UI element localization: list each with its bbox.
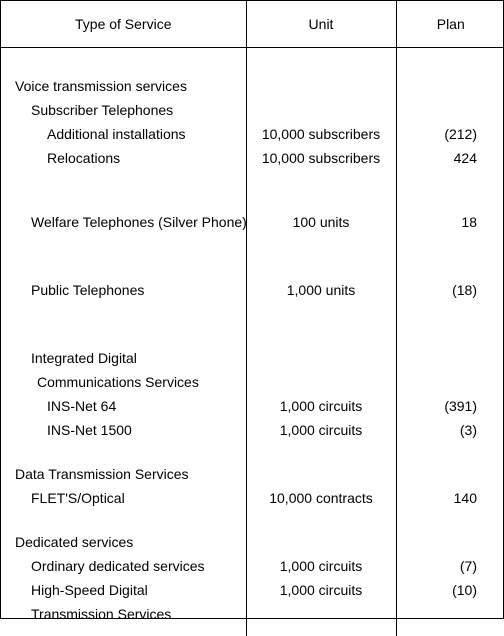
unit-additional-installations: 10,000 subscribers (257, 122, 386, 146)
label-relocations: Relocations (11, 146, 236, 170)
header-unit: Unit (246, 1, 396, 48)
plan-relocations: 424 (407, 146, 496, 170)
plan-public: (18) (407, 278, 496, 302)
label-welfare: Welfare Telephones (Silver Phone) (11, 210, 236, 234)
label-idc-1: Integrated Digital (11, 346, 236, 370)
cell-type-of-service: Voice transmission services Subscriber T… (1, 48, 246, 636)
data-header: Data Transmission Services (11, 462, 236, 486)
label-flets: FLET'S/Optical (11, 486, 236, 510)
label-ordinary: Ordinary dedicated services (11, 554, 236, 578)
plan-additional-installations: (212) (407, 122, 496, 146)
label-idc-2: Communications Services (11, 370, 236, 394)
voice-header: Voice transmission services (11, 74, 236, 98)
unit-relocations: 10,000 subscribers (257, 146, 386, 170)
unit-public: 1,000 units (257, 278, 386, 302)
header-plan: Plan (396, 1, 504, 48)
plan-ins1500: (3) (407, 418, 496, 442)
label-ins64: INS-Net 64 (11, 394, 236, 418)
subscriber-header: Subscriber Telephones (11, 98, 236, 122)
unit-ordinary: 1,000 circuits (257, 554, 386, 578)
plan-flets: 140 (407, 486, 496, 510)
cell-plan: (212) 424 18 (18) (391) (3) 140 (396, 48, 504, 636)
dedicated-header: Dedicated services (11, 530, 236, 554)
plan-ins64: (391) (407, 394, 496, 418)
unit-ins1500: 1,000 circuits (257, 418, 386, 442)
unit-flets: 10,000 contracts (257, 486, 386, 510)
unit-ins64: 1,000 circuits (257, 394, 386, 418)
unit-welfare: 100 units (257, 210, 386, 234)
label-public: Public Telephones (11, 278, 236, 302)
table: Type of Service Unit Plan Voice transmis… (1, 1, 504, 636)
plan-hsdt: (10) (407, 578, 496, 602)
label-hsdt-2: Transmission Services (11, 602, 236, 626)
service-plan-table: Type of Service Unit Plan Voice transmis… (0, 0, 504, 619)
unit-hsdt: 1,000 circuits (257, 578, 386, 602)
cell-unit: 10,000 subscribers 10,000 subscribers 10… (246, 48, 396, 636)
plan-ordinary: (7) (407, 554, 496, 578)
label-hsdt-1: High-Speed Digital (11, 578, 236, 602)
header-row: Type of Service Unit Plan (1, 1, 504, 48)
label-ins1500: INS-Net 1500 (11, 418, 236, 442)
plan-welfare: 18 (407, 210, 496, 234)
label-additional-installations: Additional installations (11, 122, 236, 146)
body-row: Voice transmission services Subscriber T… (1, 48, 504, 636)
header-type-of-service: Type of Service (1, 1, 246, 48)
